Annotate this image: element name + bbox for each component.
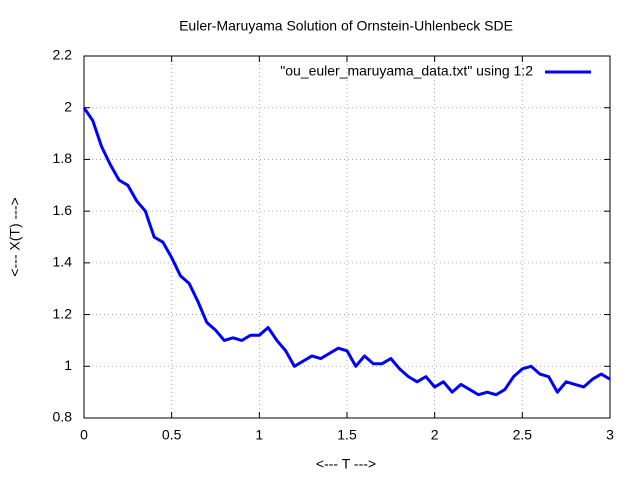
y-tick-label: 2.2 <box>53 47 73 63</box>
y-axis-label: <--- X(T) ---> <box>7 197 23 276</box>
x-tick-label: 2.5 <box>513 427 533 443</box>
y-tick-label: 1.2 <box>53 305 73 321</box>
y-tick-label: 1.8 <box>53 150 73 166</box>
y-tick-label: 2 <box>64 98 72 114</box>
x-tick-label: 1.5 <box>337 427 357 443</box>
y-tick-label: 1.4 <box>53 254 73 270</box>
x-tick-label: 0 <box>80 427 88 443</box>
x-axis-label: <--- T ---> <box>316 456 376 472</box>
x-tick-label: 1 <box>255 427 263 443</box>
x-tick-label: 2 <box>431 427 439 443</box>
y-tick-label: 1.6 <box>53 202 73 218</box>
chart-title: Euler-Maruyama Solution of Ornstein-Uhle… <box>179 18 513 34</box>
y-tick-label: 0.8 <box>53 409 73 425</box>
x-tick-label: 0.5 <box>162 427 182 443</box>
data-line <box>82 106 611 397</box>
y-tick-label: 1 <box>64 357 72 373</box>
x-tick-label: 3 <box>606 427 614 443</box>
legend-label: "ou_euler_maruyama_data.txt" using 1:2 <box>280 63 533 79</box>
